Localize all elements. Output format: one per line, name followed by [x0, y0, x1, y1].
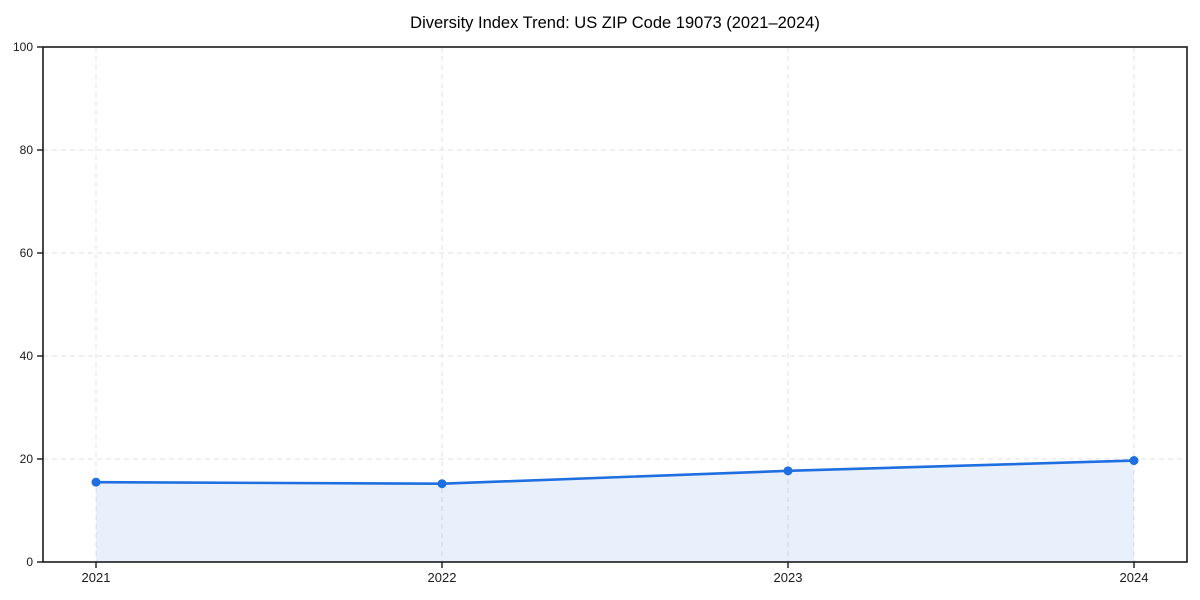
data-point-marker [1129, 456, 1139, 466]
plot-border [42, 46, 1188, 563]
chart-title: Diversity Index Trend: US ZIP Code 19073… [410, 14, 820, 32]
y-tick-label: 80 [20, 143, 34, 157]
data-point-marker [91, 477, 101, 487]
data-point-marker [437, 479, 447, 489]
x-tick-label: 2024 [1120, 570, 1149, 585]
y-tick-label: 100 [13, 40, 33, 54]
trend-line [94, 459, 1136, 486]
y-tick-label: 60 [20, 246, 34, 260]
y-tick-label: 20 [20, 452, 34, 466]
x-tick-label: 2021 [82, 570, 111, 585]
y-tick-label: 40 [20, 349, 34, 363]
x-tick-label: 2023 [774, 570, 803, 585]
y-tick-label: 0 [26, 555, 33, 569]
area-fill [96, 460, 1134, 562]
x-tick-label: 2022 [428, 570, 457, 585]
data-point-marker [783, 466, 793, 476]
